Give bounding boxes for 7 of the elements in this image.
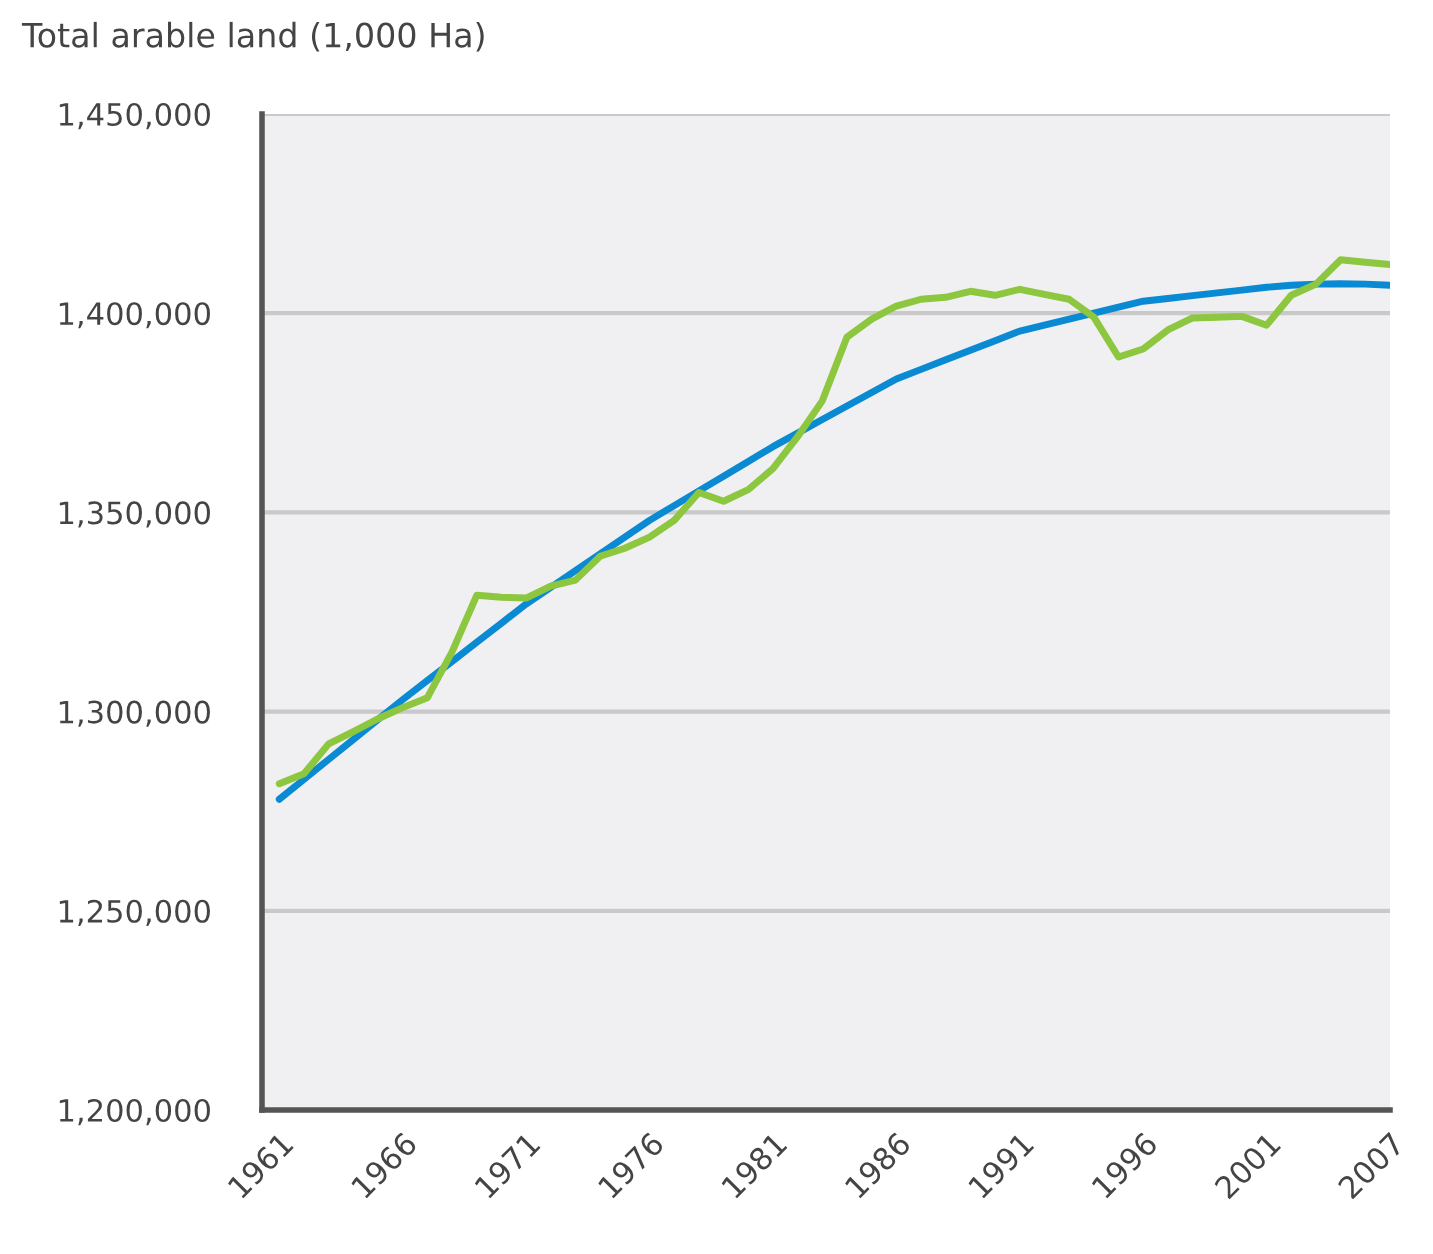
chart-title: Total arable land (1,000 Ha) [21, 21, 484, 52]
y-tick-label: 1,300,000 [59, 700, 210, 727]
y-tick-label: 1,250,000 [59, 899, 210, 926]
y-tick-label: 1,350,000 [59, 501, 210, 528]
y-tick-label: 1,450,000 [59, 102, 210, 130]
y-tick-label: 1,400,000 [59, 302, 210, 329]
y-tick-label: 1,200,000 [59, 1098, 210, 1126]
